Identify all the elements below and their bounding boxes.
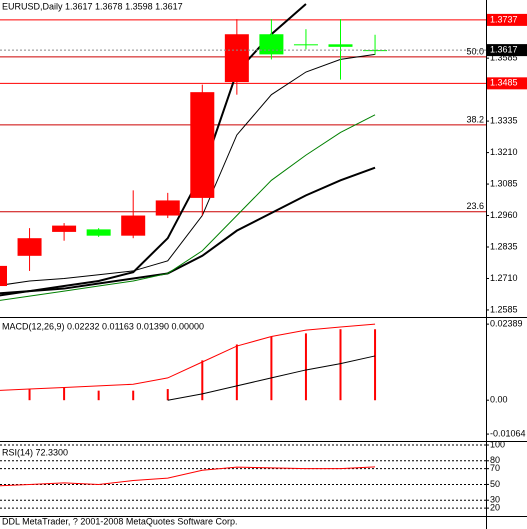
pane-title: RSI(14) 72.3300 — [2, 447, 68, 457]
price-level-label: 1.3485 — [490, 78, 518, 88]
price-pane: 50.0 38.2 23.6 — [0, 3, 486, 301]
chart-title: EURUSD,Daily 1.3617 1.3678 1.3598 1.3617 — [2, 1, 183, 11]
series-line — [167, 355, 376, 401]
series-line — [0, 166, 376, 295]
y-tick-label: 20 — [490, 502, 500, 512]
candle-body — [86, 229, 111, 236]
y-tick-label: 1.3335 — [490, 115, 518, 125]
candle-body — [190, 92, 215, 198]
y-tick-label: 1.3585 — [490, 53, 518, 63]
candle-body — [52, 225, 77, 232]
series-line — [0, 114, 376, 301]
candle-body — [121, 215, 146, 236]
price-level-box — [487, 13, 527, 26]
fib-label: 50.0 — [466, 46, 484, 56]
candle-body — [259, 34, 284, 55]
candle-body — [293, 44, 318, 46]
y-tick-label: 100 — [490, 439, 505, 449]
y-tick-label: 1.2710 — [490, 273, 518, 283]
y-tick-label: 70 — [490, 463, 500, 473]
candle-body — [224, 34, 249, 83]
last-price-box — [487, 44, 527, 57]
macd-pane — [0, 323, 377, 401]
fib-label: 23.6 — [466, 201, 484, 211]
y-tick-label: 1.3085 — [490, 178, 518, 188]
y-tick-label: 1.2835 — [490, 241, 518, 251]
candle-body — [328, 44, 353, 47]
y-tick-label: -0.01064 — [490, 428, 526, 438]
rsi-pane — [0, 444, 486, 509]
y-tick-label: 0.02389 — [490, 319, 523, 329]
pane-title: MACD(12,26,9) 0.02232 0.01163 0.01390 0.… — [2, 321, 204, 331]
series-line — [0, 3, 307, 297]
y-tick-label: 1.2585 — [490, 304, 518, 314]
y-tick-label: 50 — [490, 479, 500, 489]
series-line — [0, 466, 376, 487]
y-tick-label: 1.2960 — [490, 210, 518, 220]
price-level-box — [487, 77, 527, 90]
price-level-label: 1.3737 — [490, 14, 518, 24]
last-price-label: 1.3617 — [490, 44, 518, 54]
candle-body — [155, 200, 180, 216]
y-tick-label: 30 — [490, 495, 500, 505]
candle-body — [0, 265, 7, 287]
y-tick-label: 1.3210 — [490, 147, 518, 157]
series-line — [0, 323, 376, 391]
y-tick-label: 0.00 — [490, 395, 508, 405]
candle-body — [363, 50, 388, 52]
y-tick-label: 80 — [490, 455, 500, 465]
footer: DDL MetaTrader, ? 2001-2008 MetaQuotes S… — [2, 516, 237, 526]
fib-label: 38.2 — [466, 114, 484, 124]
series-line — [0, 53, 376, 286]
candle-body — [17, 238, 42, 256]
